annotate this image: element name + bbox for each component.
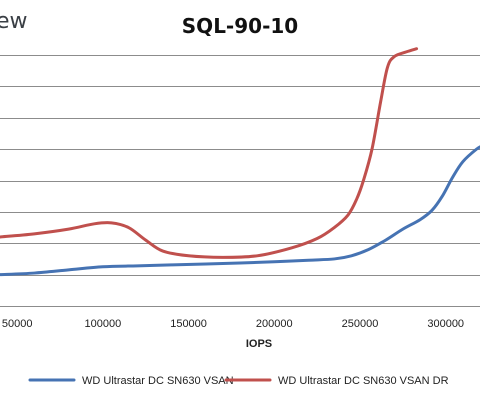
x-tick-label: 200000: [256, 318, 293, 330]
gridlines: [0, 55, 480, 307]
x-tick-label: 250000: [342, 318, 379, 330]
chart-title: SQL-90-10: [182, 14, 298, 38]
legend: WD Ultrastar DC SN630 VSAN WD Ultrastar …: [28, 375, 449, 387]
series-line-2: [0, 47, 419, 259]
x-tick-label: 150000: [170, 318, 207, 330]
legend-label-wd-ultrastar-dc-sn630-vsan-dr: WD Ultrastar DC SN630 VSAN DR: [278, 375, 449, 387]
x-tick-label: 300000: [427, 318, 464, 330]
series-line-1: [0, 145, 480, 277]
logo-text: ew: [0, 9, 28, 34]
legend-label-wd-ultrastar-dc-sn630-vsan: WD Ultrastar DC SN630 VSAN: [82, 375, 234, 387]
plot-series: [0, 47, 480, 277]
x-axis-tick-labels: 50000 100000 150000 200000 250000 300000: [2, 318, 464, 330]
x-tick-label: 100000: [84, 318, 121, 330]
x-axis-label: IOPS: [246, 338, 272, 350]
x-tick-label: 50000: [2, 318, 33, 330]
